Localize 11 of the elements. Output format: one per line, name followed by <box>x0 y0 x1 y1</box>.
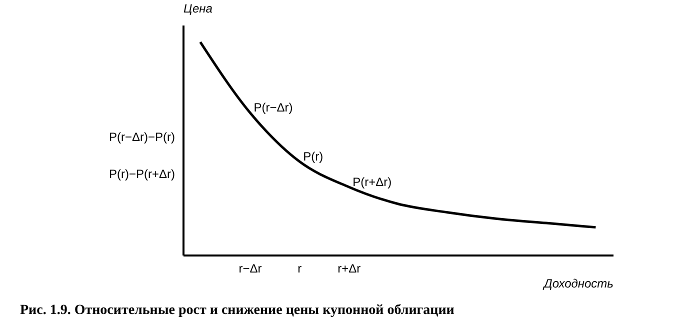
annotation: P(r−Δr) <box>254 100 293 114</box>
y-axis-title: Цена <box>184 2 213 16</box>
x-tick-label: r+Δr <box>338 262 361 276</box>
x-axis-title: Доходность <box>542 276 614 290</box>
x-tick-label: r <box>298 262 302 276</box>
annotation: P(r) <box>303 149 324 164</box>
text: P(r)−P(r+Δr) <box>108 167 175 182</box>
text: P(r−Δr)−P(r) <box>108 130 175 144</box>
text: Рис. 1.9. Относительные рост и снижение цены купонной облигации <box>20 303 454 318</box>
annotation: P(r+Δr) <box>352 174 392 189</box>
x-tick-label: r−Δr <box>238 262 262 276</box>
